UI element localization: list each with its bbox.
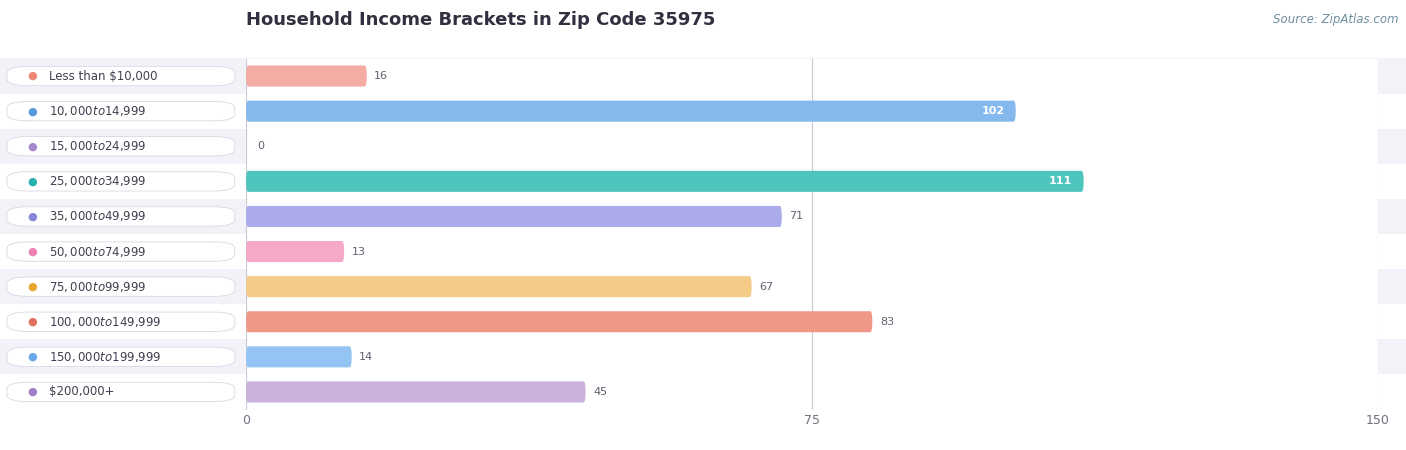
Text: 14: 14 — [359, 352, 374, 362]
Text: ●: ● — [28, 352, 37, 362]
Text: ●: ● — [28, 176, 37, 186]
Text: Household Income Brackets in Zip Code 35975: Household Income Brackets in Zip Code 35… — [246, 11, 716, 29]
FancyBboxPatch shape — [246, 311, 872, 332]
Text: 102: 102 — [981, 106, 1004, 116]
Text: 83: 83 — [880, 317, 894, 327]
Text: 0: 0 — [257, 141, 264, 151]
Text: 13: 13 — [352, 247, 366, 256]
Text: ●: ● — [28, 106, 37, 116]
FancyBboxPatch shape — [246, 101, 1015, 122]
Text: $100,000 to $149,999: $100,000 to $149,999 — [49, 315, 162, 329]
Text: $10,000 to $14,999: $10,000 to $14,999 — [49, 104, 146, 118]
Text: ●: ● — [28, 282, 37, 292]
FancyBboxPatch shape — [246, 382, 585, 402]
Text: 71: 71 — [789, 212, 803, 221]
Text: 45: 45 — [593, 387, 607, 397]
Text: 16: 16 — [374, 71, 388, 81]
Text: $200,000+: $200,000+ — [49, 386, 115, 398]
FancyBboxPatch shape — [246, 171, 1084, 192]
Text: $35,000 to $49,999: $35,000 to $49,999 — [49, 209, 146, 224]
Text: ●: ● — [28, 247, 37, 256]
FancyBboxPatch shape — [246, 206, 782, 227]
Text: $50,000 to $74,999: $50,000 to $74,999 — [49, 244, 146, 259]
Text: ●: ● — [28, 71, 37, 81]
Text: $150,000 to $199,999: $150,000 to $199,999 — [49, 350, 162, 364]
Text: Less than $10,000: Less than $10,000 — [49, 70, 157, 82]
Text: 111: 111 — [1049, 176, 1073, 186]
Text: Source: ZipAtlas.com: Source: ZipAtlas.com — [1274, 14, 1399, 27]
Text: $15,000 to $24,999: $15,000 to $24,999 — [49, 139, 146, 153]
FancyBboxPatch shape — [246, 346, 352, 367]
Text: ●: ● — [28, 212, 37, 221]
FancyBboxPatch shape — [246, 276, 752, 297]
Text: ●: ● — [28, 317, 37, 327]
FancyBboxPatch shape — [246, 66, 367, 86]
Text: 67: 67 — [759, 282, 773, 292]
Text: ●: ● — [28, 387, 37, 397]
Text: $25,000 to $34,999: $25,000 to $34,999 — [49, 174, 146, 189]
Text: ●: ● — [28, 141, 37, 151]
Text: $75,000 to $99,999: $75,000 to $99,999 — [49, 279, 146, 294]
FancyBboxPatch shape — [246, 241, 344, 262]
